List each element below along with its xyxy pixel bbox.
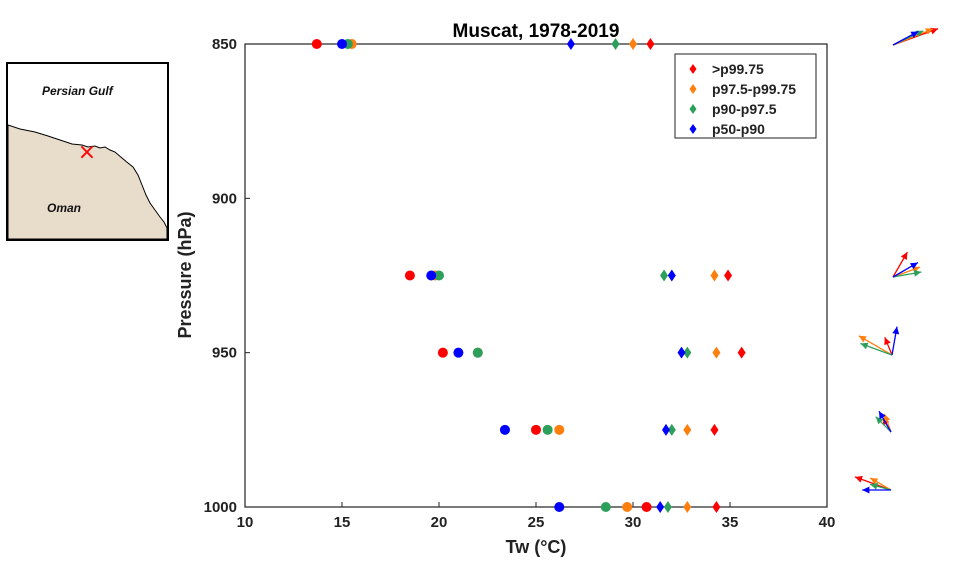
diamond-point bbox=[629, 38, 637, 50]
circle-point bbox=[337, 39, 347, 49]
diamond-point bbox=[566, 38, 575, 50]
wind-arrow-head-icon bbox=[870, 482, 878, 490]
legend-marker bbox=[689, 64, 697, 74]
diamond-point bbox=[724, 269, 733, 282]
circle-point bbox=[641, 502, 652, 512]
legend-label: p97.5-p99.75 bbox=[712, 81, 796, 97]
diamond-point bbox=[683, 501, 692, 513]
circle-point bbox=[554, 502, 565, 512]
circle-point bbox=[554, 424, 565, 435]
wind-arrows bbox=[854, 27, 939, 494]
wind-arrow-head-icon bbox=[862, 486, 870, 494]
circle-point bbox=[600, 502, 611, 512]
y-tick-label: 950 bbox=[212, 345, 237, 362]
legend-box bbox=[674, 53, 817, 139]
wind-arrow-head-icon bbox=[879, 411, 886, 420]
inset-map-land-label: Oman bbox=[47, 201, 81, 215]
x-axis-ticks: 10 15 20 25 30 35 40 bbox=[237, 502, 836, 531]
diamond-point bbox=[667, 423, 676, 436]
y-tick-label: 850 bbox=[212, 36, 237, 53]
diamond-point bbox=[677, 346, 686, 359]
legend-label: p50-p90 bbox=[712, 121, 765, 137]
circle-point bbox=[622, 502, 633, 512]
x-tick-label: 15 bbox=[334, 514, 351, 531]
diamond-point bbox=[667, 269, 676, 282]
legend-marker bbox=[689, 124, 697, 134]
wind-arrow-head-icon bbox=[925, 28, 934, 35]
y-axis-label: Pressure (hPa) bbox=[175, 211, 195, 338]
legend-marker bbox=[689, 84, 697, 94]
diamond-point bbox=[646, 38, 655, 50]
wind-arrow-head-icon bbox=[883, 413, 891, 422]
circle-point bbox=[311, 39, 322, 49]
circle-point bbox=[437, 347, 448, 358]
x-tick-label: 40 bbox=[819, 514, 836, 531]
x-tick-label: 10 bbox=[237, 514, 254, 531]
x-tick-label: 35 bbox=[722, 514, 739, 531]
x-tick-label: 25 bbox=[528, 514, 545, 531]
wind-arrow-head-icon bbox=[892, 326, 900, 335]
x-tick-label: 30 bbox=[625, 514, 642, 531]
diamond-point bbox=[656, 501, 665, 513]
diamond-point bbox=[712, 346, 721, 359]
diamond-point bbox=[737, 346, 746, 359]
diamond-point bbox=[683, 346, 692, 359]
circle-point bbox=[531, 424, 541, 435]
inset-map-gulf-label: Persian Gulf bbox=[42, 84, 114, 98]
wind-arrow-head-icon bbox=[909, 262, 918, 270]
y-tick-label: 1000 bbox=[204, 499, 237, 516]
diamond-point bbox=[611, 38, 620, 50]
wind-arrow-head-icon bbox=[860, 342, 869, 350]
diamond-point bbox=[710, 423, 719, 436]
y-tick-label: 900 bbox=[212, 190, 237, 207]
x-tick-label: 20 bbox=[431, 514, 448, 531]
wind-arrow-head-icon bbox=[875, 416, 884, 425]
legend: >p99.75 p97.5-p99.75 p90-p97.5 p50-p90 bbox=[674, 53, 817, 139]
circle-point bbox=[453, 347, 464, 358]
inset-map: Persian Gulf Oman × bbox=[6, 62, 169, 241]
wind-arrow-head-icon bbox=[858, 335, 867, 343]
diamond-point bbox=[712, 501, 721, 513]
wind-arrow-head-icon bbox=[870, 478, 879, 485]
location-marker-icon: × bbox=[78, 140, 96, 165]
circle-point bbox=[426, 270, 437, 281]
x-axis-label: Tw (°C) bbox=[506, 537, 567, 557]
diamond-point bbox=[663, 501, 672, 513]
diamond-point bbox=[710, 269, 719, 282]
data-marks bbox=[311, 38, 746, 513]
diamond-point bbox=[661, 423, 670, 436]
y-axis-ticks: 850 900 950 1000 bbox=[204, 36, 250, 516]
wind-arrow-head-icon bbox=[910, 31, 919, 38]
wind-arrow-head-icon bbox=[913, 269, 922, 277]
circle-point bbox=[542, 424, 553, 435]
diamond-point bbox=[660, 269, 669, 282]
legend-label: >p99.75 bbox=[712, 61, 764, 77]
circle-point bbox=[472, 347, 483, 358]
wind-arrow-head-icon bbox=[854, 476, 863, 483]
circle-point bbox=[499, 424, 510, 435]
legend-label: p90-p97.5 bbox=[712, 101, 777, 117]
diamond-point bbox=[683, 423, 692, 436]
wind-arrow-head-icon bbox=[884, 337, 891, 346]
inset-map-land bbox=[7, 124, 168, 240]
circle-point bbox=[434, 270, 444, 281]
chart-title: Muscat, 1978-2019 bbox=[453, 21, 620, 42]
wind-arrow-head-icon bbox=[900, 252, 908, 261]
legend-marker bbox=[689, 104, 697, 114]
circle-point bbox=[404, 270, 415, 281]
